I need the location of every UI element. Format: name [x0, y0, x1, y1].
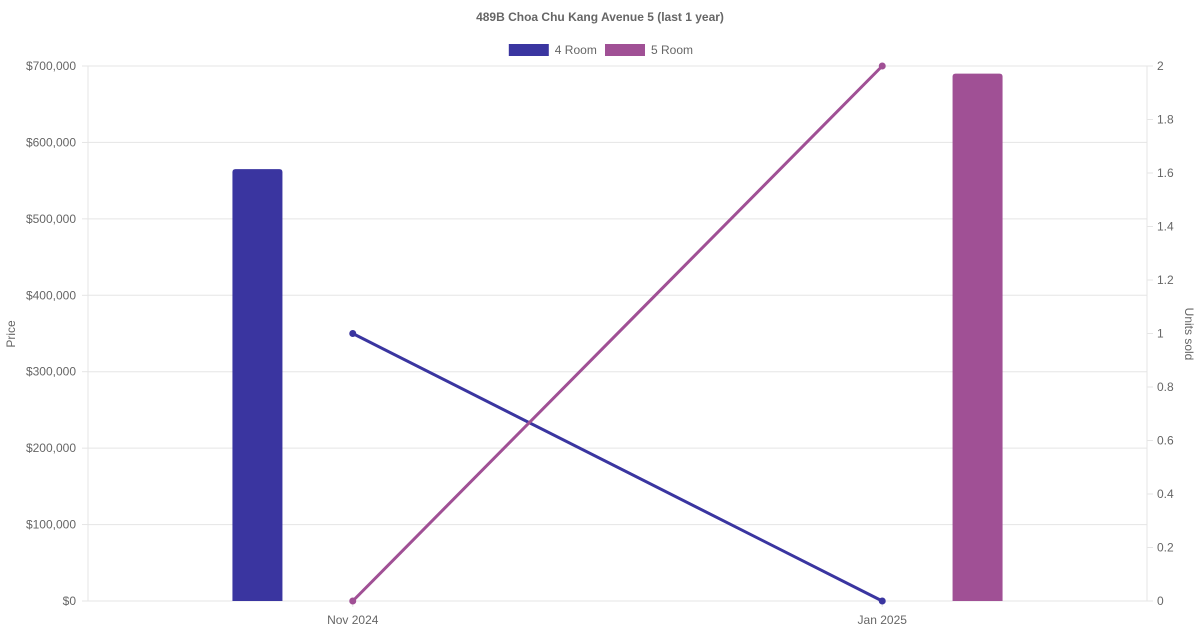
legend-label: 4 Room: [555, 43, 597, 57]
y-right-tick-label: 1.6: [1157, 166, 1174, 180]
point-5-room[interactable]: [878, 62, 886, 70]
legend[interactable]: 4 Room 5 Room: [508, 43, 693, 57]
y-left-tick-label: $600,000: [26, 135, 76, 149]
y-right-tick-label: 0.4: [1157, 487, 1174, 501]
x-tick-label: Nov 2024: [327, 613, 379, 627]
lines-layer: [349, 62, 886, 605]
point-4-room[interactable]: [878, 597, 886, 605]
legend-item-4-room[interactable]: 4 Room: [508, 43, 597, 57]
legend-swatch: [605, 44, 645, 56]
y-right-tick-label: 1: [1157, 327, 1164, 341]
chart-title: 489B Choa Chu Kang Avenue 5 (last 1 year…: [476, 10, 724, 24]
y-right-tick-label: 1.4: [1157, 220, 1174, 234]
y-left-tick-label: $500,000: [26, 212, 76, 226]
bars-layer: [232, 73, 1003, 601]
y-right-tick-label: 0.2: [1157, 541, 1174, 555]
y-left-axis-title: Price: [4, 320, 18, 348]
y-right-tick-label: 2: [1157, 59, 1164, 73]
bar-5-room[interactable]: [952, 73, 1003, 601]
bar-4-room[interactable]: [232, 169, 283, 601]
y-right-tick-label: 0.6: [1157, 434, 1174, 448]
axis-layer: $0 $100,000 $200,000 $300,000 $400,000 $500,0…: [26, 59, 1174, 627]
line-5-room: [351, 64, 884, 603]
y-left-tick-label: $0: [63, 594, 77, 608]
y-right-tick-label: 0: [1157, 594, 1164, 608]
line-4-room: [352, 332, 883, 603]
legend-item-5-room[interactable]: 5 Room: [605, 43, 693, 57]
legend-swatch: [508, 44, 549, 56]
point-4-room[interactable]: [349, 330, 357, 337]
y-right-tick-label: 1.8: [1157, 113, 1174, 127]
y-right-tick-label: 1.2: [1157, 273, 1174, 287]
y-left-tick-label: $400,000: [26, 288, 76, 302]
legend-label: 5 Room: [651, 43, 693, 57]
point-5-room[interactable]: [349, 597, 357, 605]
y-left-tick-label: $200,000: [26, 441, 76, 455]
y-right-tick-label: 0.8: [1157, 380, 1174, 394]
x-tick-label: Jan 2025: [858, 613, 908, 627]
y-left-tick-label: $100,000: [26, 518, 76, 532]
y-right-axis-title: Units sold: [1182, 308, 1196, 361]
y-left-tick-label: $300,000: [26, 365, 76, 379]
y-left-tick-label: $700,000: [26, 59, 76, 73]
